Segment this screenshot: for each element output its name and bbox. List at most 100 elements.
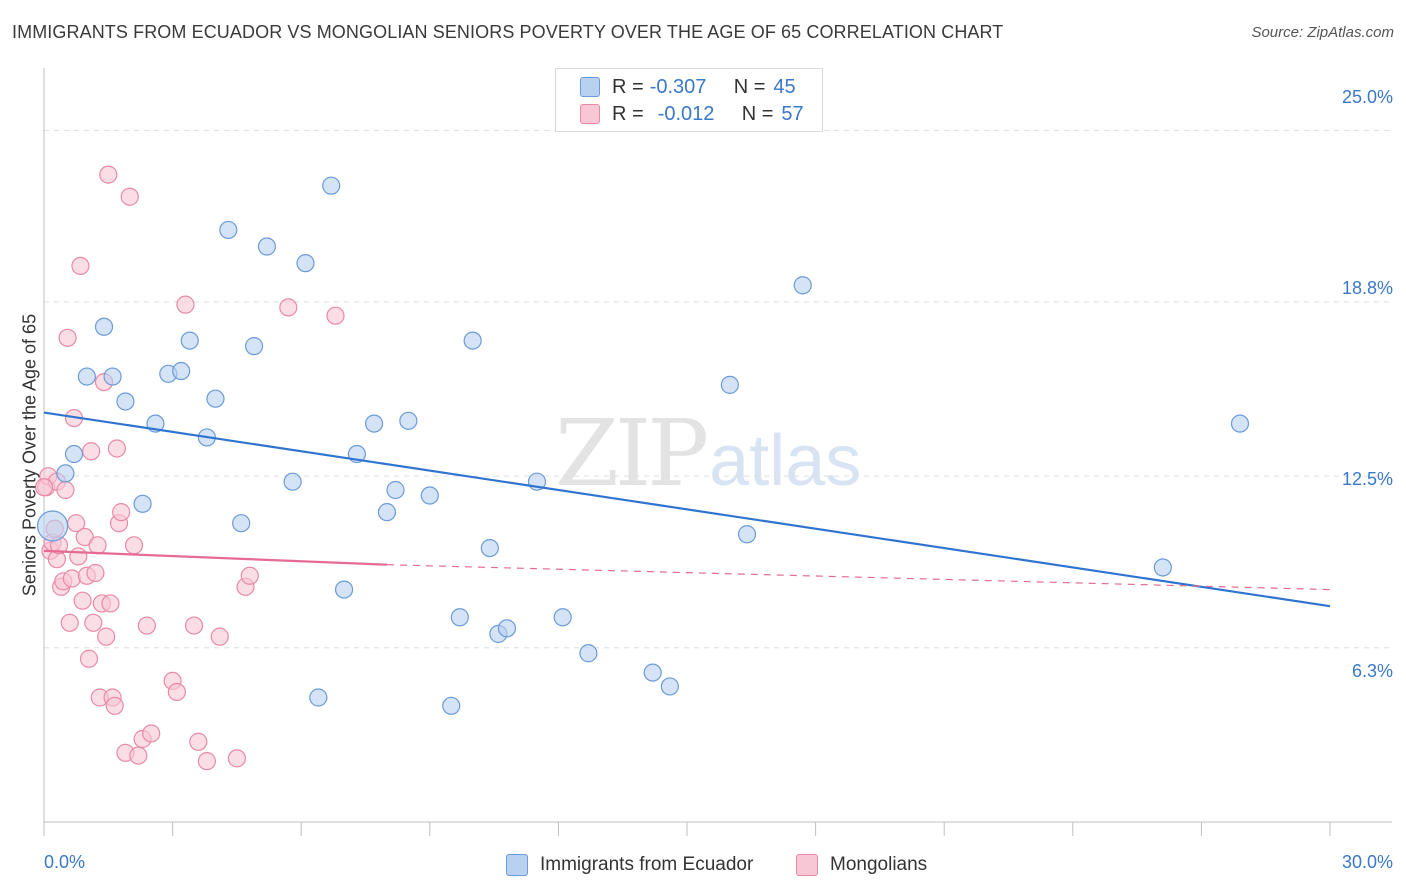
ecuador-point <box>116 392 135 411</box>
ecuador-point <box>386 480 405 500</box>
mongolian-point <box>101 594 120 613</box>
legend-n-label: N = <box>741 102 774 125</box>
bottom-legend-label-ecuador: Immigrants from Ecuador <box>540 854 754 875</box>
mongolian-point <box>240 566 259 585</box>
legend-swatch-ecuador <box>580 77 600 97</box>
ecuador-point <box>480 538 499 558</box>
ecuador-point <box>643 663 662 682</box>
bottom-legend-swatch-ecuador <box>506 854 528 876</box>
ecuador-point <box>56 464 75 483</box>
ecuador-point <box>133 494 152 513</box>
mongolian-point <box>71 256 90 275</box>
mongolian-point <box>82 442 101 461</box>
legend-n-value-mongolian: 57 <box>781 102 804 125</box>
ecuador-point <box>450 608 469 627</box>
ecuador-point <box>377 503 397 522</box>
legend-swatch-mongolian <box>580 104 600 124</box>
ecuador-point <box>660 677 679 696</box>
ecuador-point <box>172 361 191 381</box>
ecuador-point <box>206 389 225 408</box>
ecuador-point <box>1153 558 1172 577</box>
ecuador-point <box>283 472 302 491</box>
mongolian-point <box>279 298 298 317</box>
legend-n-label: N = <box>733 75 766 98</box>
ecuador-point <box>180 331 199 350</box>
chart-title: IMMIGRANTS FROM ECUADOR VS MONGOLIAN SEN… <box>12 22 1004 42</box>
mongolian-point <box>58 328 77 347</box>
ecuador-point <box>553 608 572 627</box>
y-tick-label-6-3: 6.3% <box>1351 661 1393 681</box>
mongolian-point <box>88 536 107 555</box>
ecuador-point <box>793 276 812 295</box>
mongolian-point <box>62 569 81 588</box>
ecuador-point <box>219 220 238 240</box>
mongolian-point <box>210 627 229 646</box>
mongolian-point <box>137 616 156 635</box>
mongolian-point <box>105 696 124 715</box>
legend-row-mongolian: R = -0.012 N = 57 <box>580 101 804 127</box>
mongolian-point <box>227 749 246 768</box>
mongolian-point <box>129 746 148 765</box>
mongolian-point <box>107 439 126 458</box>
bottom-legend-mongolian: Mongolians <box>796 852 927 878</box>
mongolian-point <box>184 616 204 635</box>
mongolian-point <box>176 295 195 314</box>
ecuador-point <box>232 514 251 533</box>
ecuador-point <box>103 367 122 386</box>
mongolian-point <box>86 563 105 583</box>
ecuador-point <box>77 367 96 386</box>
legend-n-value-ecuador: 45 <box>773 75 796 98</box>
source-credit: Source: ZipAtlas.com <box>1251 24 1394 41</box>
mongolian-trend-line <box>43 549 387 566</box>
ecuador-point <box>497 619 517 638</box>
ecuador-point <box>257 237 277 256</box>
watermark: ZIPatlas <box>555 400 861 507</box>
legend-r-label: R = <box>612 75 644 98</box>
mongolian-point <box>197 752 216 771</box>
mongolian-point <box>142 724 161 743</box>
ecuador-point <box>309 688 328 707</box>
mongolian-point <box>69 547 88 566</box>
legend-r-value-ecuador: -0.307 <box>649 75 707 98</box>
y-tick-label-12-5: 12.5% <box>1341 469 1393 489</box>
y-axis-label: Seniors Poverty Over the Age of 65 <box>19 313 40 597</box>
legend-row-ecuador: R = -0.307 N = 45 <box>580 74 796 100</box>
mongolian-point <box>56 480 75 500</box>
ecuador-point <box>36 510 69 542</box>
mongolian-point <box>99 165 118 184</box>
legend-r-value-mongolian: -0.012 <box>657 102 715 125</box>
ecuador-point <box>442 696 461 715</box>
legend-r-label: R = <box>612 102 644 125</box>
bottom-legend-label-mongolian: Mongolians <box>830 854 928 875</box>
correlation-legend: R = -0.307 N = 45 R = -0.012 N = 57 <box>555 68 823 132</box>
mongolian-point <box>326 306 345 325</box>
ecuador-point <box>463 331 482 350</box>
mongolian-point <box>79 649 99 668</box>
mongolian-point <box>60 613 79 632</box>
ecuador-point <box>420 486 439 505</box>
watermark-atlas: atlas <box>709 421 862 501</box>
ecuador-point <box>399 411 418 430</box>
x-tick-label-min: 0.0% <box>44 852 86 872</box>
y-tick-label-25: 25.0% <box>1341 87 1393 107</box>
mongolian-point <box>120 187 139 206</box>
bottom-legend-swatch-mongolian <box>796 854 818 876</box>
mongolian-point <box>73 591 92 610</box>
ecuador-point <box>579 644 598 663</box>
ecuador-point <box>720 375 739 394</box>
ecuador-point <box>1230 414 1250 433</box>
mongolian-point <box>167 682 186 702</box>
mongolian-point <box>124 536 144 555</box>
ecuador-point <box>737 525 757 544</box>
mongolian-point <box>84 613 103 632</box>
ecuador-point <box>244 337 264 356</box>
bottom-legend-ecuador: Immigrants from Ecuador <box>506 852 753 878</box>
ecuador-point <box>64 444 84 464</box>
mongolian-point <box>189 732 208 751</box>
mongolian-point <box>97 627 116 646</box>
mongolian-point <box>75 527 94 547</box>
y-tick-label-18-8: 18.8% <box>1341 278 1393 298</box>
mongolian-point <box>34 478 54 497</box>
ecuador-point <box>364 414 384 433</box>
